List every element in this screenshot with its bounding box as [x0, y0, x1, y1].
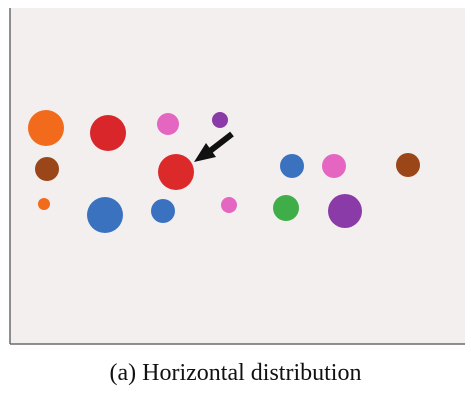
circle-red-highlighted — [158, 154, 194, 190]
circle-brown-left — [35, 157, 59, 181]
circle-purple-small-top — [212, 112, 228, 128]
arrow-indicator — [194, 131, 234, 162]
arrow-head — [194, 143, 216, 162]
circle-pink-top — [157, 113, 179, 135]
circle-orange-large — [28, 110, 64, 146]
circle-brown-right — [396, 153, 420, 177]
figure-caption: (a) Horizontal distribution — [109, 360, 362, 386]
circle-blue-bottom — [151, 199, 175, 223]
circle-blue-middle-right — [280, 154, 304, 178]
circle-pink-right — [322, 154, 346, 178]
circle-pink-small-bottom — [221, 197, 237, 213]
circle-green-bottom — [273, 195, 299, 221]
circle-orange-small — [38, 198, 50, 210]
arrow-shaft — [208, 131, 234, 154]
circle-purple-large-bottom — [328, 194, 362, 228]
circle-red-large-top — [90, 115, 126, 151]
circles-group — [28, 110, 420, 233]
plot-panel — [10, 8, 465, 344]
circle-blue-large-bottom — [87, 197, 123, 233]
